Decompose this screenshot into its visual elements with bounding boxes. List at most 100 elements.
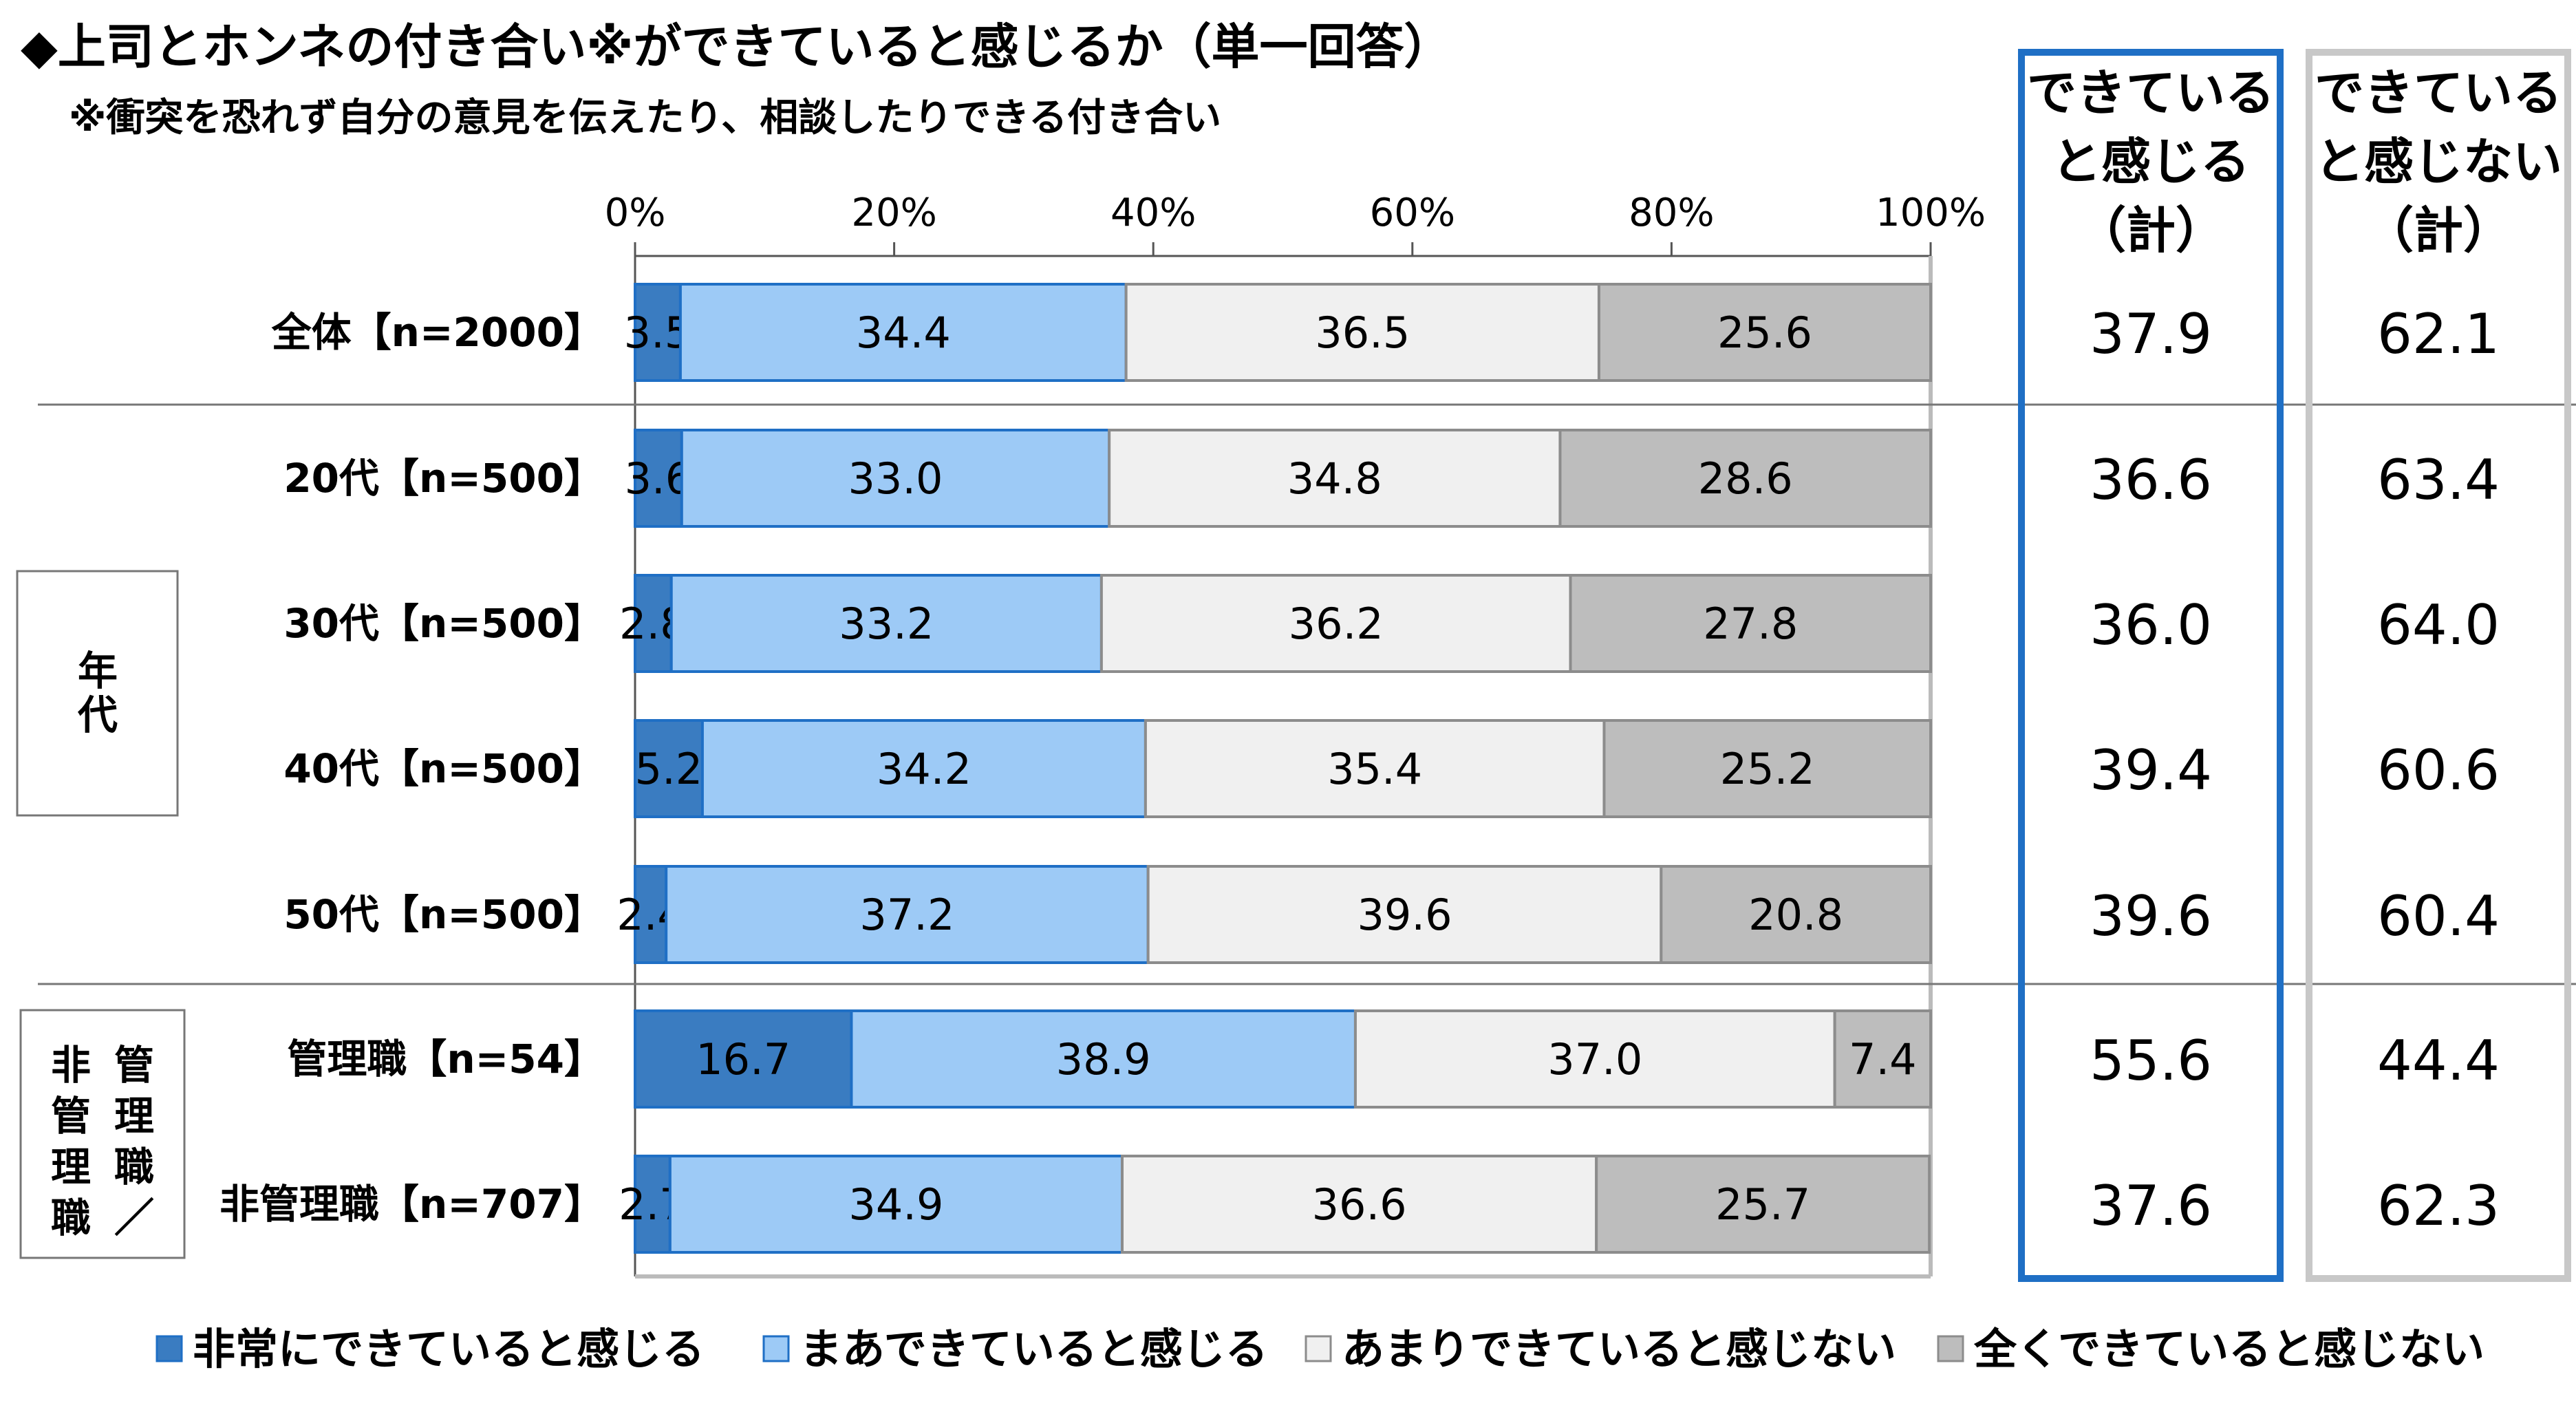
legend-label: あまりできていると感じない bbox=[1342, 1324, 1896, 1374]
legend-label: まあできていると感じる bbox=[799, 1324, 1268, 1374]
bar-segment bbox=[1833, 1009, 1932, 1109]
group-label-age: 代 bbox=[77, 692, 118, 738]
x-tick-label: 60% bbox=[1370, 191, 1455, 235]
x-tick-label: 40% bbox=[1110, 191, 1196, 235]
summary-not-feel-value: 64.0 bbox=[2377, 593, 2500, 657]
row-label: 20代【n=500】 bbox=[283, 455, 604, 502]
summary-feel-value: 36.6 bbox=[2090, 448, 2212, 512]
bar-segment bbox=[1602, 719, 1932, 818]
group-label-position: 職 bbox=[51, 1195, 91, 1241]
bar-value-label: 37.0 bbox=[1547, 1034, 1642, 1084]
bar-segment bbox=[634, 1155, 672, 1254]
group-label-position: 管 bbox=[114, 1042, 154, 1089]
bar-value-label: 20.8 bbox=[1748, 890, 1843, 940]
column-header: （計） bbox=[2076, 202, 2225, 259]
legend-label: 全くできていると感じない bbox=[1973, 1324, 2484, 1374]
x-tick-label: 100% bbox=[1876, 191, 1986, 235]
bar-value-label: 38.9 bbox=[1056, 1034, 1151, 1084]
summary-box-feel bbox=[2018, 49, 2284, 1282]
bar-segment bbox=[1597, 283, 1932, 382]
bar-segment bbox=[1108, 429, 1562, 528]
bar-segment bbox=[634, 865, 668, 964]
bar-segment bbox=[669, 574, 1103, 673]
summary-feel-value: 39.6 bbox=[2090, 884, 2212, 948]
summary-box-not-feel bbox=[2306, 49, 2571, 1282]
column-header: （計） bbox=[2364, 202, 2513, 259]
summary-feel-value: 39.4 bbox=[2090, 738, 2212, 802]
bar-segment bbox=[1144, 719, 1606, 818]
bar-segment bbox=[634, 574, 673, 673]
bar-segment bbox=[1660, 865, 1932, 964]
bar-value-label: 36.6 bbox=[1312, 1179, 1407, 1230]
bar-segment bbox=[1121, 1155, 1598, 1254]
row-label: 30代【n=500】 bbox=[283, 600, 604, 647]
column-header: と感じる bbox=[2052, 133, 2250, 191]
bar-value-label: 25.2 bbox=[1720, 744, 1815, 794]
column-header: できている bbox=[2027, 64, 2275, 122]
summary-not-feel-value: 44.4 bbox=[2377, 1029, 2500, 1093]
summary-feel-value: 55.6 bbox=[2090, 1029, 2212, 1093]
legend-swatch bbox=[762, 1335, 790, 1362]
bar-value-label: 27.8 bbox=[1703, 599, 1798, 649]
bar-value-label: 34.2 bbox=[877, 744, 972, 794]
x-tick-label: 0% bbox=[605, 191, 666, 235]
bar-value-label: 7.4 bbox=[1849, 1034, 1917, 1084]
group-label-position: 理 bbox=[114, 1093, 154, 1140]
bar-segment bbox=[1099, 574, 1572, 673]
group-box-position bbox=[19, 1009, 186, 1259]
summary-feel-value: 37.6 bbox=[2090, 1174, 2212, 1238]
group-label-position: ／ bbox=[114, 1195, 154, 1241]
bar-value-label: 34.9 bbox=[848, 1179, 943, 1230]
row-label: 全体【n=2000】 bbox=[271, 309, 604, 356]
group-label-position: 職 bbox=[114, 1144, 154, 1190]
bar-value-label: 5.2 bbox=[635, 744, 703, 794]
bar-segment bbox=[1558, 429, 1932, 528]
legend: 非常にできていると感じる まあできていると感じる あまりできていると感じない 全くでき… bbox=[155, 1324, 2484, 1374]
group-label-position: 管 bbox=[51, 1093, 91, 1140]
group-label-position: 理 bbox=[51, 1144, 91, 1190]
bar-segment bbox=[680, 429, 1111, 528]
bar-value-label: 28.6 bbox=[1698, 453, 1793, 504]
legend-swatch bbox=[155, 1335, 183, 1362]
bar-value-label: 34.8 bbox=[1287, 453, 1382, 504]
summary-not-feel-value: 62.1 bbox=[2377, 302, 2500, 366]
column-header: できている bbox=[2315, 64, 2562, 122]
summary-feel-value: 37.9 bbox=[2090, 302, 2212, 366]
chart-subtitle: ※衝突を恐れず自分の意見を伝えたり、相談したりできる付き合い bbox=[69, 96, 1221, 140]
summary-not-feel-value: 60.6 bbox=[2377, 738, 2500, 802]
group-label-age: 年 bbox=[78, 648, 118, 694]
bar-segment bbox=[634, 1009, 853, 1109]
legend-swatch bbox=[1305, 1335, 1332, 1362]
bar-value-label: 34.4 bbox=[856, 308, 951, 358]
bar-value-label: 16.7 bbox=[696, 1034, 791, 1084]
summary-feel-value: 36.0 bbox=[2090, 593, 2212, 657]
bar-segment bbox=[634, 719, 704, 818]
chart-title: ◆上司とホンネの付き合い※ができていると感じるか（単一回答） bbox=[21, 19, 1452, 75]
row-label: 非管理職【n=707】 bbox=[219, 1181, 604, 1228]
row-label: 管理職【n=54】 bbox=[287, 1036, 604, 1082]
bar-segment bbox=[1353, 1009, 1836, 1109]
bar-value-label: 33.0 bbox=[848, 453, 943, 504]
legend-label: 非常にできていると感じる bbox=[193, 1324, 705, 1374]
x-axis: 0% 20% 40% 60% 80% 100% bbox=[605, 191, 1986, 1279]
bar-value-label: 37.2 bbox=[859, 890, 954, 940]
bar-segment bbox=[1595, 1155, 1931, 1254]
bar-value-label: 36.2 bbox=[1289, 599, 1384, 649]
bar-value-label: 33.2 bbox=[839, 599, 934, 649]
column-header: と感じない bbox=[2315, 133, 2562, 191]
bar-segment bbox=[678, 283, 1128, 382]
bar-segment bbox=[1569, 574, 1932, 673]
summary-not-feel-value: 60.4 bbox=[2377, 884, 2500, 948]
x-tick-label: 20% bbox=[851, 191, 936, 235]
legend-swatch bbox=[1937, 1335, 1964, 1362]
bar-value-label: 39.6 bbox=[1357, 890, 1452, 940]
bar-segment bbox=[668, 1155, 1124, 1254]
group-separators bbox=[38, 403, 2576, 985]
bar-value-label: 25.6 bbox=[1717, 308, 1812, 358]
bar-segment bbox=[1146, 865, 1663, 964]
group-label-position: 非 bbox=[51, 1042, 91, 1089]
bar-value-label: 35.4 bbox=[1327, 744, 1422, 794]
